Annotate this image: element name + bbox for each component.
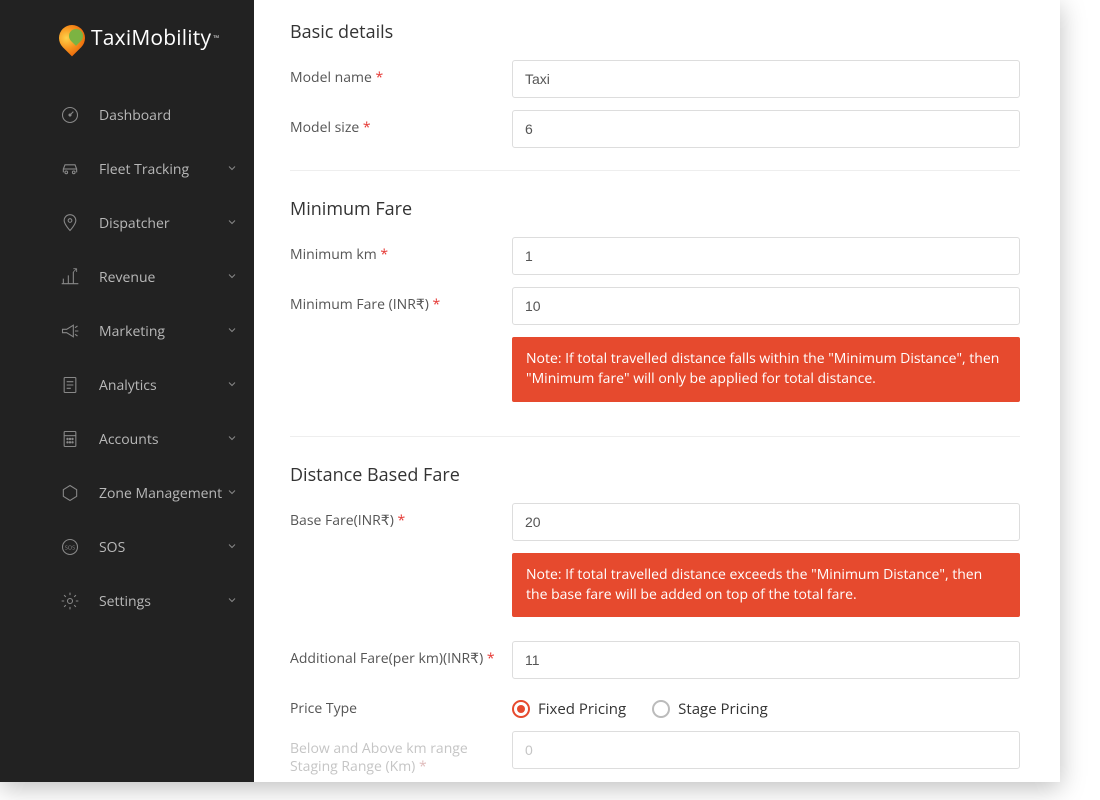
note-min-fare: Note: If total travelled distance falls … xyxy=(512,337,1020,402)
input-min-km[interactable] xyxy=(512,237,1020,275)
brand-name: TaxiMobility xyxy=(91,24,211,52)
sidebar-item-label: Marketing xyxy=(99,322,226,341)
input-staging-range xyxy=(512,731,1020,769)
hex-icon xyxy=(59,483,81,503)
divider xyxy=(290,170,1020,171)
row-model-name: Model name * xyxy=(290,60,1020,98)
car-icon xyxy=(59,159,81,179)
section-title-basic: Basic details xyxy=(290,20,1020,44)
sidebar-item-dashboard[interactable]: Dashboard xyxy=(45,88,254,142)
sidebar-item-label: Dispatcher xyxy=(99,214,226,233)
label-model-size: Model size * xyxy=(290,110,512,137)
gear-icon xyxy=(59,591,81,611)
main-content: Basic details Model name * Model size * … xyxy=(254,0,1060,782)
section-title-distfare: Distance Based Fare xyxy=(290,463,1020,487)
sidebar-item-accounts[interactable]: Accounts xyxy=(45,412,254,466)
sidebar-item-label: Revenue xyxy=(99,268,226,287)
chevron-down-icon xyxy=(226,268,238,287)
label-min-fare: Minimum Fare (INR₹) * xyxy=(290,287,512,314)
megaphone-icon xyxy=(59,321,81,341)
label-min-km: Minimum km * xyxy=(290,237,512,264)
sidebar-item-zone-management[interactable]: Zone Management xyxy=(45,466,254,520)
radio-label-stage: Stage Pricing xyxy=(678,699,768,719)
sidebar-item-label: Dashboard xyxy=(99,106,238,125)
sidebar-item-dispatcher[interactable]: Dispatcher xyxy=(45,196,254,250)
radio-dot-icon xyxy=(652,700,670,718)
brand: TaxiMobility ™ xyxy=(45,0,254,76)
sidebar-item-fleet-tracking[interactable]: Fleet Tracking xyxy=(45,142,254,196)
sidebar-item-label: Settings xyxy=(99,592,226,611)
sidebar-item-label: Analytics xyxy=(99,376,226,395)
sidebar-item-analytics[interactable]: Analytics xyxy=(45,358,254,412)
sidebar-item-label: Zone Management xyxy=(99,484,226,503)
pin-icon xyxy=(59,213,81,233)
radio-label-fixed: Fixed Pricing xyxy=(538,699,626,719)
chevron-down-icon xyxy=(226,538,238,557)
row-price-type: Price Type Fixed Pricing Stage Pricing xyxy=(290,691,1020,719)
label-model-name: Model name * xyxy=(290,60,512,87)
gauge-icon xyxy=(59,105,81,125)
chevron-down-icon xyxy=(226,214,238,233)
chevron-down-icon xyxy=(226,592,238,611)
bars-icon xyxy=(59,267,81,287)
input-base-fare[interactable] xyxy=(512,503,1020,541)
sidebar-item-marketing[interactable]: Marketing xyxy=(45,304,254,358)
sidebar: TaxiMobility ™ Dashboard Fleet Tracking Di… xyxy=(45,0,254,782)
svg-text:SOS: SOS xyxy=(65,544,75,552)
label-base-fare: Base Fare(INR₹) * xyxy=(290,503,512,530)
brand-trademark: ™ xyxy=(213,33,219,44)
calc-icon xyxy=(59,429,81,449)
sidebar-nav: Dashboard Fleet Tracking Dispatcher Revenue… xyxy=(45,76,254,628)
label-price-type: Price Type xyxy=(290,691,512,718)
input-model-size[interactable] xyxy=(512,110,1020,148)
chevron-down-icon xyxy=(226,160,238,179)
radio-dot-icon xyxy=(512,700,530,718)
row-additional-fare: Additional Fare(per km)(INR₹) * xyxy=(290,641,1020,679)
sidebar-item-sos[interactable]: SOS SOS xyxy=(45,520,254,574)
sidebar-item-label: SOS xyxy=(99,538,226,557)
input-additional-fare[interactable] xyxy=(512,641,1020,679)
row-model-size: Model size * xyxy=(290,110,1020,148)
sidebar-left-strip xyxy=(0,0,45,782)
note-base-fare: Note: If total travelled distance exceed… xyxy=(512,553,1020,618)
row-staging-range: Below and Above km range Staging Range (… xyxy=(290,731,1020,776)
row-min-km: Minimum km * xyxy=(290,237,1020,275)
sidebar-item-settings[interactable]: Settings xyxy=(45,574,254,628)
sheet-icon xyxy=(59,375,81,395)
sidebar-item-label: Fleet Tracking xyxy=(99,160,226,179)
brand-logo-icon xyxy=(59,25,85,51)
chevron-down-icon xyxy=(226,322,238,341)
section-title-minfare: Minimum Fare xyxy=(290,197,1020,221)
divider xyxy=(290,436,1020,437)
input-model-name[interactable] xyxy=(512,60,1020,98)
chevron-down-icon xyxy=(226,484,238,503)
row-min-fare: Minimum Fare (INR₹) * xyxy=(290,287,1020,325)
radio-stage-pricing[interactable]: Stage Pricing xyxy=(652,699,768,719)
sidebar-item-label: Accounts xyxy=(99,430,226,449)
label-additional-fare: Additional Fare(per km)(INR₹) * xyxy=(290,641,512,668)
row-base-fare: Base Fare(INR₹) * xyxy=(290,503,1020,541)
input-min-fare[interactable] xyxy=(512,287,1020,325)
sidebar-item-revenue[interactable]: Revenue xyxy=(45,250,254,304)
radio-fixed-pricing[interactable]: Fixed Pricing xyxy=(512,699,626,719)
label-staging-range: Below and Above km range Staging Range (… xyxy=(290,731,512,776)
chevron-down-icon xyxy=(226,376,238,395)
chevron-down-icon xyxy=(226,430,238,449)
sos-icon: SOS xyxy=(59,537,81,557)
